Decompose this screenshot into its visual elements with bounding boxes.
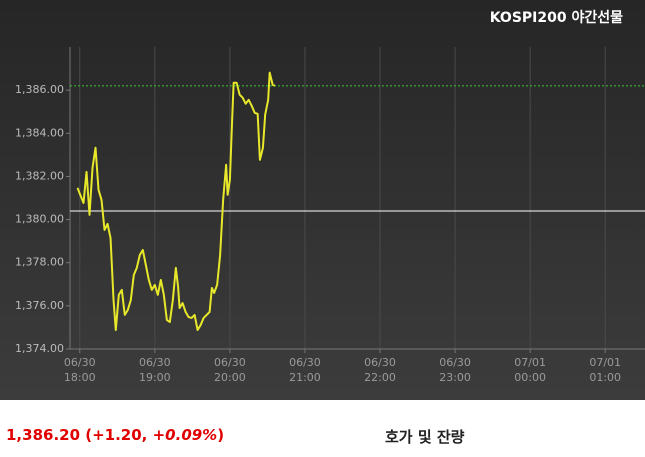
x-tick-label: 06/30 20:00 [214,356,246,384]
close-paren: ) [217,426,225,444]
change: (+1.20, [85,426,153,444]
chart: KOSPI200 야간선물 1,374.00 1,376.00 1,378.00 1,… [0,0,645,400]
x-tick-label: 06/30 18:00 [63,356,96,384]
y-tick-label: 1,382.00 [15,169,64,182]
y-tick-label: 1,376.00 [15,299,64,312]
y-tick-label: 1,386.00 [15,83,64,96]
x-tick-label: 06/30 19:00 [138,356,171,384]
x-tick-label: 06/30 22:00 [364,356,396,384]
tab-label[interactable]: 호가 및 잔량 [385,428,465,446]
x-tick-label: 06/30 23:00 [439,356,471,384]
price: 1,386.20 [6,426,86,444]
price-line [76,71,276,332]
quote: 1,386.20 (+1.20, +0.09%) [6,426,224,444]
y-tick-label: 1,380.00 [15,213,64,226]
chart-title: KOSPI200 야간선물 [490,9,623,26]
change-pct: +0.09% [152,426,218,444]
y-tick-label: 1,374.00 [15,342,64,355]
x-tick-label: 07/01 01:00 [589,356,622,384]
x-tick-label: 07/01 00:00 [514,356,546,384]
y-tick-label: 1,378.00 [15,256,64,269]
x-tick-label: 06/30 21:00 [289,356,321,384]
y-tick-label: 1,384.00 [15,126,64,139]
chart-background [0,0,645,400]
